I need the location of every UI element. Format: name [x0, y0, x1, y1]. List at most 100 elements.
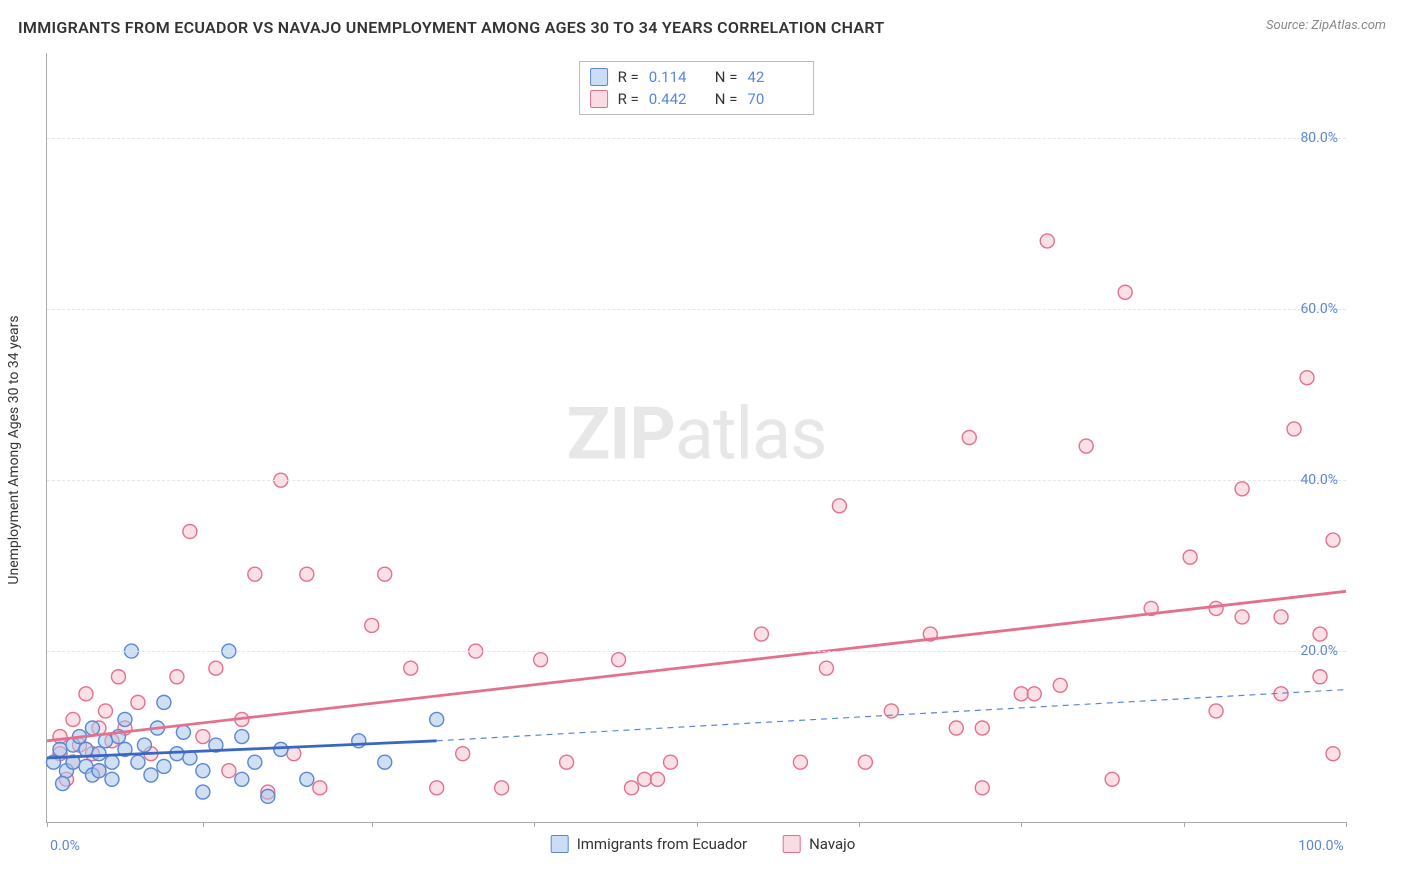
- plot-area: ZIPatlas R = 0.114 N = 42 R = 0.442 N = …: [46, 53, 1346, 823]
- r-value-ecuador: 0.114: [649, 68, 705, 86]
- point-ecuador: [105, 772, 119, 786]
- legend-label-navajo: Navajo: [809, 835, 855, 853]
- point-ecuador: [105, 755, 119, 769]
- y-tick-label: 60.0%: [1300, 301, 1338, 317]
- point-navajo: [66, 712, 80, 726]
- grid-line: [47, 651, 1346, 652]
- point-ecuador: [261, 789, 275, 803]
- point-navajo: [534, 653, 548, 667]
- x-tick-mark: [859, 822, 860, 827]
- chart-container: IMMIGRANTS FROM ECUADOR VS NAVAJO UNEMPL…: [0, 0, 1406, 892]
- point-ecuador: [131, 755, 145, 769]
- x-tick-mark: [372, 822, 373, 827]
- point-navajo: [1079, 439, 1093, 453]
- point-navajo: [638, 772, 652, 786]
- point-ecuador: [176, 725, 190, 739]
- point-navajo: [1326, 747, 1340, 761]
- point-navajo: [1118, 285, 1132, 299]
- point-navajo: [430, 781, 444, 795]
- point-navajo: [1014, 687, 1028, 701]
- plot-area-wrap: Unemployment Among Ages 30 to 34 years Z…: [0, 45, 1406, 855]
- x-tick-mark: [1021, 822, 1022, 827]
- point-navajo: [1209, 601, 1223, 615]
- legend-item-navajo: Navajo: [783, 835, 855, 853]
- legend-item-ecuador: Immigrants from Ecuador: [551, 835, 747, 853]
- point-navajo: [1235, 610, 1249, 624]
- swatch-ecuador-icon: [590, 68, 608, 86]
- x-tick-label: 0.0%: [50, 838, 80, 854]
- point-navajo: [378, 567, 392, 581]
- point-navajo: [962, 431, 976, 445]
- point-ecuador: [300, 772, 314, 786]
- point-navajo: [975, 781, 989, 795]
- point-navajo: [832, 499, 846, 513]
- point-ecuador: [53, 742, 67, 756]
- x-tick-mark: [1184, 822, 1185, 827]
- point-ecuador: [274, 742, 288, 756]
- x-tick-mark: [697, 822, 698, 827]
- point-ecuador: [157, 759, 171, 773]
- point-ecuador: [85, 721, 99, 735]
- x-tick-mark: [534, 822, 535, 827]
- r-label: R =: [618, 68, 639, 86]
- source-credit: Source: ZipAtlas.com: [1266, 18, 1386, 33]
- point-navajo: [209, 661, 223, 675]
- point-navajo: [625, 781, 639, 795]
- point-navajo: [404, 661, 418, 675]
- x-tick-mark: [1346, 822, 1347, 827]
- point-ecuador: [196, 785, 210, 799]
- point-navajo: [1209, 704, 1223, 718]
- x-tick-mark: [203, 822, 204, 827]
- point-ecuador: [196, 764, 210, 778]
- point-navajo: [793, 755, 807, 769]
- point-ecuador: [56, 777, 70, 791]
- point-navajo: [560, 755, 574, 769]
- point-navajo: [1287, 422, 1301, 436]
- point-navajo: [222, 764, 236, 778]
- point-ecuador: [157, 695, 171, 709]
- point-navajo: [1105, 772, 1119, 786]
- point-navajo: [612, 653, 626, 667]
- point-ecuador: [378, 755, 392, 769]
- point-navajo: [975, 721, 989, 735]
- n-label: N =: [715, 90, 738, 108]
- x-tick-mark: [47, 822, 48, 827]
- trend-line-dashed-ecuador: [437, 690, 1346, 741]
- point-navajo: [313, 781, 327, 795]
- n-label: N =: [715, 68, 738, 86]
- point-ecuador: [144, 768, 158, 782]
- point-navajo: [884, 704, 898, 718]
- point-navajo: [456, 747, 470, 761]
- series-legend: Immigrants from Ecuador Navajo: [551, 835, 856, 853]
- point-ecuador: [235, 730, 249, 744]
- point-navajo: [365, 618, 379, 632]
- point-ecuador: [118, 712, 132, 726]
- legend-row-navajo: R = 0.442 N = 70: [590, 88, 804, 110]
- n-value-navajo: 70: [747, 90, 803, 108]
- point-navajo: [495, 781, 509, 795]
- point-ecuador: [235, 772, 249, 786]
- point-navajo: [1300, 371, 1314, 385]
- point-ecuador: [92, 764, 106, 778]
- swatch-navajo-icon: [783, 835, 801, 853]
- n-value-ecuador: 42: [747, 68, 803, 86]
- point-navajo: [1027, 687, 1041, 701]
- point-navajo: [1313, 670, 1327, 684]
- point-navajo: [131, 695, 145, 709]
- point-navajo: [248, 567, 262, 581]
- point-ecuador: [430, 712, 444, 726]
- chart-svg: [47, 53, 1346, 822]
- point-navajo: [287, 747, 301, 761]
- trend-line-navajo: [47, 591, 1346, 741]
- point-navajo: [754, 627, 768, 641]
- point-navajo: [664, 755, 678, 769]
- point-navajo: [300, 567, 314, 581]
- r-label: R =: [618, 90, 639, 108]
- y-tick-label: 20.0%: [1300, 643, 1338, 659]
- point-navajo: [1313, 627, 1327, 641]
- point-navajo: [819, 661, 833, 675]
- point-navajo: [79, 687, 93, 701]
- point-navajo: [183, 524, 197, 538]
- point-ecuador: [248, 755, 262, 769]
- y-tick-label: 80.0%: [1300, 130, 1338, 146]
